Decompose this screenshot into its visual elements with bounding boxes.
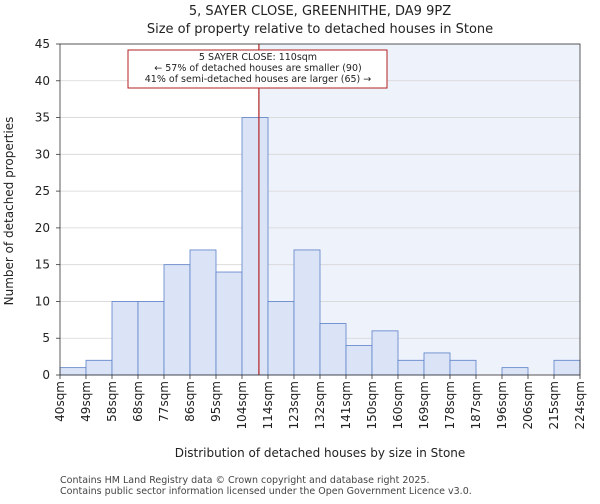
bar-86sqm [189,249,217,376]
footer-line-2: Contains public sector information licen… [60,486,472,497]
bar-40sqm [59,367,87,376]
bar-160sqm [397,359,425,376]
bar-150sqm [371,330,399,376]
bar-95sqm [215,271,243,376]
bar-123sqm [293,249,321,376]
x-tick-label-58sqm: 58sqm [105,381,119,422]
bar-169sqm [423,352,451,376]
bar-215sqm [553,359,581,376]
x-tick-label-150sqm: 150sqm [365,381,379,429]
x-axis-label: Distribution of detached houses by size … [175,446,466,460]
y-tick-label-6: 30 [35,147,50,161]
x-tick-label-114sqm: 114sqm [261,381,275,429]
bar-132sqm [319,323,347,376]
y-tick-label-2: 10 [35,294,50,308]
x-tick-label-68sqm: 68sqm [131,381,145,422]
chart-subtitle: Size of property relative to detached ho… [147,22,493,37]
footer-line-1: Contains HM Land Registry data © Crown c… [60,475,430,486]
bar-104sqm [241,117,269,376]
bar-77sqm [163,264,191,376]
bars [59,117,581,376]
x-tick-label-95sqm: 95sqm [209,381,223,422]
x-tick-label-104sqm: 104sqm [235,381,249,429]
x-tick-label-77sqm: 77sqm [157,381,171,422]
x-tick-label-215sqm: 215sqm [547,381,561,429]
x-tick-label-196sqm: 196sqm [495,381,509,429]
annotation-line-2: ← 57% of detached houses are smaller (90… [154,63,361,74]
annotation-line-3: 41% of semi-detached houses are larger (… [145,74,372,85]
x-tick-label-169sqm: 169sqm [417,381,431,429]
y-tick-label-7: 35 [35,111,50,125]
bar-196sqm [501,367,529,376]
x-tick-label-123sqm: 123sqm [287,381,301,429]
y-axis-label: Number of detached properties [2,117,16,306]
x-tick-label-224sqm: 224sqm [573,381,587,429]
x-tick-label-206sqm: 206sqm [521,381,535,429]
y-tick-label-0: 0 [42,368,50,382]
annotation-box: 5 SAYER CLOSE: 110sqm ← 57% of detached … [127,49,388,89]
y-tick-label-5: 25 [35,184,50,198]
x-tick-label-49sqm: 49sqm [79,381,93,422]
x-tick-label-178sqm: 178sqm [443,381,457,429]
bar-49sqm [85,359,113,376]
bar-178sqm [449,359,477,376]
bar-68sqm [137,301,165,376]
x-tick-label-160sqm: 160sqm [391,381,405,429]
y-tick-labels: 0 5 10 15 20 25 30 35 40 45 [35,37,60,382]
x-tick-label-141sqm: 141sqm [339,381,353,429]
annotation-line-1: 5 SAYER CLOSE: 110sqm [199,52,317,63]
bar-58sqm [111,301,139,376]
x-tick-label-132sqm: 132sqm [313,381,327,429]
x-tick-label-187sqm: 187sqm [469,381,483,429]
x-tick-label-86sqm: 86sqm [183,381,197,422]
x-tick-labels: 40sqm 49sqm 58sqm 68sqm 77sqm 86sqm 95sqm 104sq… [53,375,587,429]
y-tick-label-9: 45 [35,37,50,51]
bar-141sqm [345,345,373,376]
bar-114sqm [267,301,295,376]
annotation-frame [127,49,388,89]
y-tick-label-4: 20 [35,221,50,235]
y-tick-label-8: 40 [35,74,50,88]
chart-title: 5, SAYER CLOSE, GREENHITHE, DA9 9PZ [189,4,451,19]
x-tick-label-40sqm: 40sqm [53,381,67,422]
y-tick-label-3: 15 [35,258,50,272]
y-tick-label-1: 5 [42,331,50,345]
